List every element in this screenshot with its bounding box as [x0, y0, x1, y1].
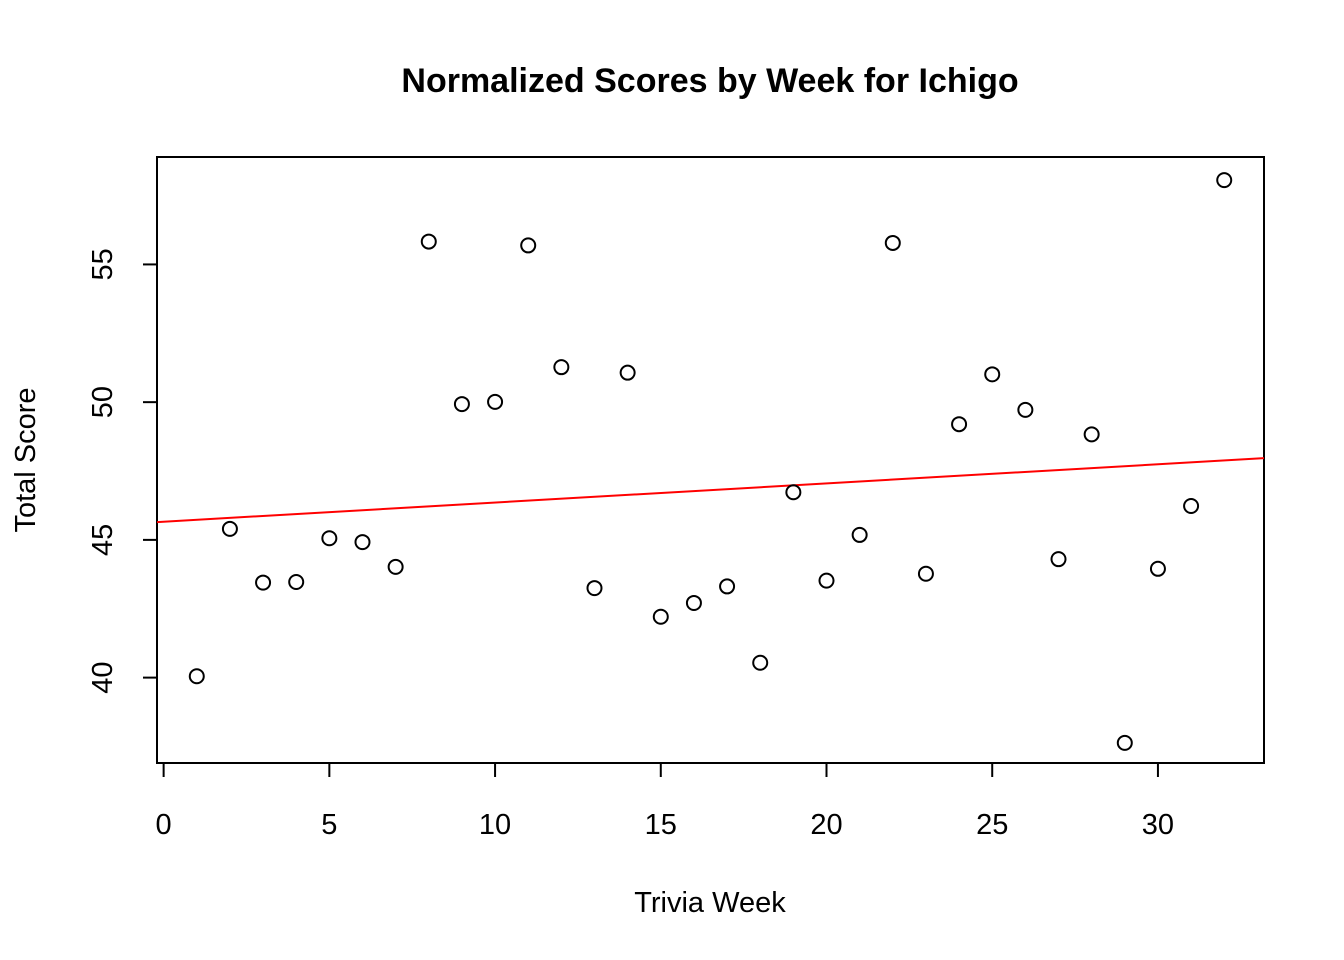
y-tick-label: 45: [87, 524, 119, 556]
data-point: [917, 565, 934, 582]
data-point: [1216, 172, 1233, 189]
data-point: [884, 234, 901, 251]
data-point: [785, 484, 802, 501]
data-point: [1116, 734, 1133, 751]
data-point: [1149, 560, 1166, 577]
data-point: [685, 594, 702, 611]
data-point: [818, 572, 835, 589]
y-tick-label: 40: [87, 661, 119, 693]
data-points: [188, 172, 1233, 751]
data-point: [1017, 401, 1034, 418]
data-point: [321, 530, 338, 547]
data-point: [487, 393, 504, 410]
data-point: [752, 654, 769, 671]
data-point: [387, 558, 404, 575]
data-point: [188, 668, 205, 685]
data-point: [719, 578, 736, 595]
x-tick-label: 5: [321, 809, 337, 841]
data-point: [520, 237, 537, 254]
data-point: [354, 534, 371, 551]
data-point: [453, 396, 470, 413]
x-tick-label: 10: [479, 809, 511, 841]
x-axis: 0 5 10 15 20 25 30: [156, 762, 1174, 841]
x-axis-label: Trivia Week: [634, 887, 786, 919]
data-point: [288, 574, 305, 591]
x-tick-label: 0: [156, 809, 172, 841]
chart-title: Normalized Scores by Week for Ichigo: [401, 62, 1018, 100]
data-point: [1083, 426, 1100, 443]
y-axis-label: Total Score: [10, 387, 42, 532]
x-tick-label: 25: [976, 809, 1008, 841]
y-tick-label: 55: [87, 248, 119, 280]
x-tick-label: 30: [1142, 809, 1174, 841]
data-point: [851, 526, 868, 543]
data-point: [951, 416, 968, 433]
x-tick-label: 20: [810, 809, 842, 841]
data-point: [221, 520, 238, 537]
x-tick-label: 15: [645, 809, 677, 841]
data-point: [1050, 551, 1067, 568]
data-point: [984, 366, 1001, 383]
data-point: [586, 580, 603, 597]
trend-line: [156, 457, 1265, 524]
plot-frame: [156, 156, 1265, 764]
data-point: [255, 574, 272, 591]
y-axis: 40 45 50 55: [87, 248, 157, 694]
data-point: [652, 608, 669, 625]
data-point: [553, 359, 570, 376]
data-point: [420, 233, 437, 250]
y-tick-label: 50: [87, 386, 119, 418]
data-point: [619, 364, 636, 381]
data-point: [1183, 498, 1200, 515]
